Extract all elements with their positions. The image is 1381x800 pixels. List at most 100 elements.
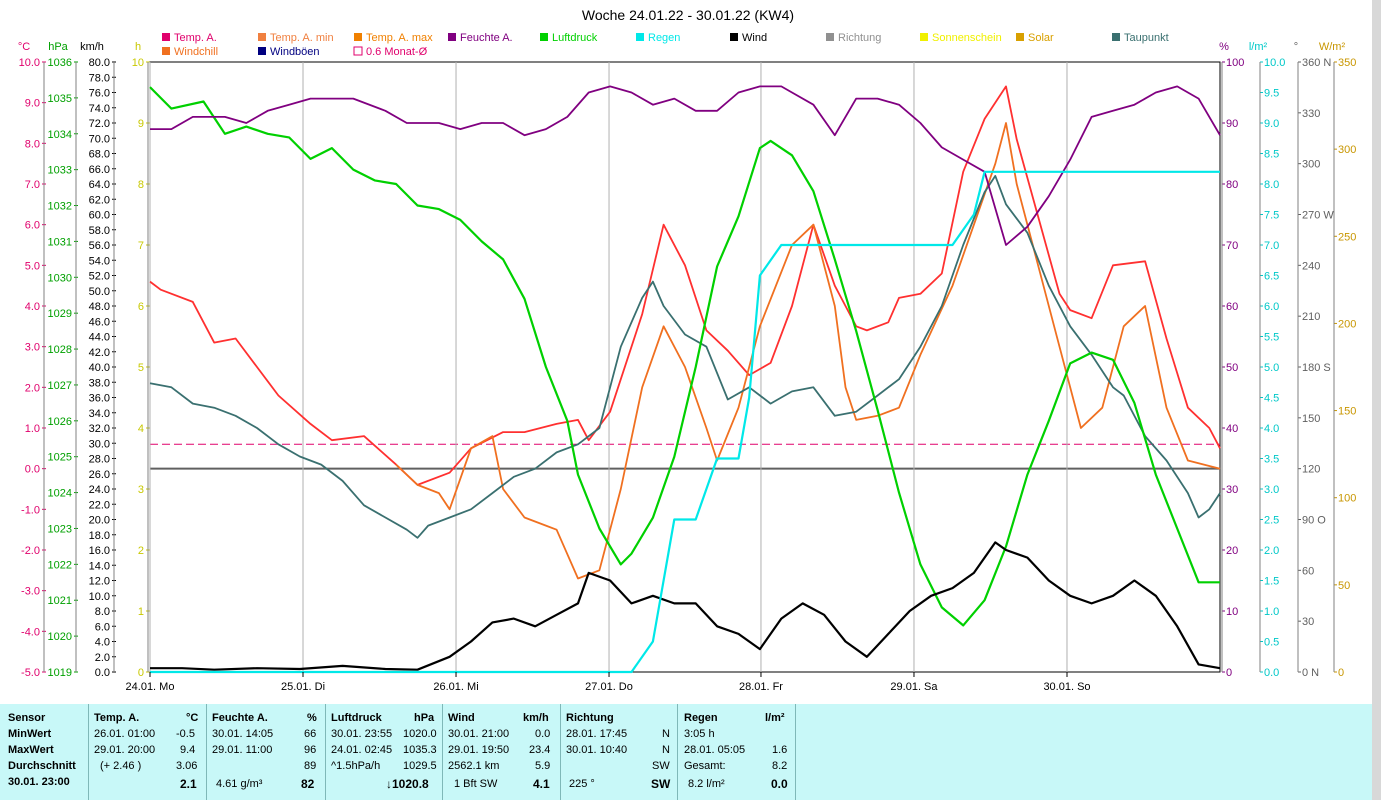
press-avg-value: 1029.5 xyxy=(403,760,437,772)
axis-tick-wind: 4.0 xyxy=(95,637,110,649)
rain-duration: 3:05 h xyxy=(684,728,715,740)
weather-chart: Woche 24.01.22 - 30.01.22 (KW4) Temp. A.… xyxy=(17,7,1357,693)
press-now-value: ↓1020.8 xyxy=(386,777,429,791)
hum-min-value: 66 xyxy=(304,728,317,740)
axis-unit-humidity: % xyxy=(1219,41,1229,53)
axis-tick-humidity: 40 xyxy=(1226,423,1238,435)
axis-unit-temp: °C xyxy=(18,41,30,53)
legend-label: Windböen xyxy=(270,46,320,58)
legend-label: Temp. A. xyxy=(174,32,217,44)
axis-tick-temp: -3.0 xyxy=(21,586,40,598)
axis-tick-wind: 72.0 xyxy=(89,118,110,130)
axis-tick-wind: 32.0 xyxy=(89,423,110,435)
axis-tick-direction: 90 O xyxy=(1302,515,1326,527)
legend-label: Solar xyxy=(1028,32,1054,44)
axis-unit-pressure: hPa xyxy=(48,41,68,53)
axis-tick-direction: 150 xyxy=(1302,413,1320,425)
hum-max-value: 96 xyxy=(304,744,317,756)
axis-tick-sun: 0 xyxy=(138,667,144,679)
axis-tick-wind: 14.0 xyxy=(89,560,110,572)
x-axis-label: 29.01. Sa xyxy=(890,681,938,693)
axis-tick-wind: 28.0 xyxy=(89,454,110,466)
series-line-taupunkt xyxy=(149,174,1221,539)
stats-header-hum: Feuchte A. xyxy=(212,712,268,724)
axis-tick-pressure: 1035 xyxy=(48,93,72,105)
axis-tick-solar: 300 xyxy=(1338,144,1356,156)
x-axis-label: 24.01. Mo xyxy=(126,681,175,693)
axis-tick-humidity: 100 xyxy=(1226,57,1244,69)
axis-unit-rain: l/m² xyxy=(1249,41,1268,53)
axis-tick-rain: 4.0 xyxy=(1264,423,1279,435)
axis-tick-pressure: 1024 xyxy=(48,488,72,500)
stats-separator xyxy=(795,704,796,800)
stats-header-dir: Richtung xyxy=(566,712,614,724)
press-min-value: 1020.0 xyxy=(403,728,437,740)
axis-tick-solar: 50 xyxy=(1338,580,1350,592)
axis-tick-direction: 360 N xyxy=(1302,57,1331,69)
axis-tick-wind: 18.0 xyxy=(89,530,110,542)
hum-now-value: 82 xyxy=(301,777,315,791)
x-axis-label: 25.01. Di xyxy=(281,681,325,693)
legend-swatch xyxy=(162,33,170,41)
stats-header-wind: Wind xyxy=(448,712,475,724)
axis-tick-temp: 7.0 xyxy=(25,179,40,191)
axis-tick-wind: 36.0 xyxy=(89,393,110,405)
legend-swatch xyxy=(826,33,834,41)
axis-tick-humidity: 70 xyxy=(1226,240,1238,252)
legend-label: Temp. A. min xyxy=(270,32,334,44)
legend-label: Wind xyxy=(742,32,767,44)
axis-unit-wind: km/h xyxy=(80,41,104,53)
axes: 10.09.08.07.06.05.04.03.02.01.00.0-1.0-2… xyxy=(18,41,1357,679)
legend-label: Luftdruck xyxy=(552,32,598,44)
axis-tick-wind: 10.0 xyxy=(89,591,110,603)
axis-tick-rain: 5.5 xyxy=(1264,332,1279,344)
temp-avg-diff: (+ 2.46 ) xyxy=(100,760,142,772)
wind-max-value: 23.4 xyxy=(529,744,551,756)
axis-tick-rain: 3.5 xyxy=(1264,454,1279,466)
rain-now-value: 0.0 xyxy=(771,777,788,791)
dir-now-extra: 225 ° xyxy=(569,778,595,790)
legend-label: Sonnenschein xyxy=(932,32,1002,44)
axis-tick-wind: 20.0 xyxy=(89,515,110,527)
axis-tick-sun: 3 xyxy=(138,484,144,496)
legend-swatch xyxy=(162,47,170,55)
stats-header-temp: Temp. A. xyxy=(94,712,140,724)
wind-now-value: 4.1 xyxy=(533,777,550,791)
wind-max-time: 29.01. 19:50 xyxy=(448,744,510,756)
axis-tick-wind: 24.0 xyxy=(89,484,110,496)
axis-tick-pressure: 1026 xyxy=(48,416,72,428)
legend-label: Temp. A. max xyxy=(366,32,433,44)
axis-tick-pressure: 1031 xyxy=(48,236,72,248)
axis-tick-wind: 44.0 xyxy=(89,332,110,344)
window-edge xyxy=(1372,0,1381,800)
axis-tick-sun: 4 xyxy=(138,423,144,435)
axis-tick-temp: 1.0 xyxy=(25,423,40,435)
stats-row-now: 30.01. 23:00 xyxy=(8,776,70,788)
axis-tick-wind: 34.0 xyxy=(89,408,110,420)
axis-tick-wind: 74.0 xyxy=(89,103,110,115)
axis-tick-direction: 180 S xyxy=(1302,362,1331,374)
press-min-time: 30.01. 23:55 xyxy=(331,728,393,740)
axis-tick-pressure: 1021 xyxy=(48,595,72,607)
axis-tick-wind: 8.0 xyxy=(95,606,110,618)
series-line-windchill xyxy=(395,122,1221,580)
legend-swatch xyxy=(920,33,928,41)
stats-header-press: Luftdruck xyxy=(331,712,382,724)
stats-separator xyxy=(677,704,678,800)
axis-tick-humidity: 60 xyxy=(1226,301,1238,313)
axis-tick-solar: 0 xyxy=(1338,667,1344,679)
axis-tick-temp: 9.0 xyxy=(25,98,40,110)
axis-tick-wind: 78.0 xyxy=(89,72,110,84)
x-axis-label: 26.01. Mi xyxy=(433,681,478,693)
press-max-time: 24.01. 02:45 xyxy=(331,744,393,756)
axis-tick-humidity: 50 xyxy=(1226,362,1238,374)
stats-separator xyxy=(442,704,443,800)
axis-tick-solar: 200 xyxy=(1338,318,1356,330)
legend-label: Taupunkt xyxy=(1124,32,1169,44)
axis-tick-wind: 48.0 xyxy=(89,301,110,313)
legend: Temp. A. Temp. A. min Temp. A. max Feuchte … xyxy=(162,32,1169,58)
legend-swatch xyxy=(636,33,644,41)
legend-swatch xyxy=(258,47,266,55)
axis-tick-solar: 250 xyxy=(1338,231,1356,243)
axis-tick-temp: 2.0 xyxy=(25,382,40,394)
